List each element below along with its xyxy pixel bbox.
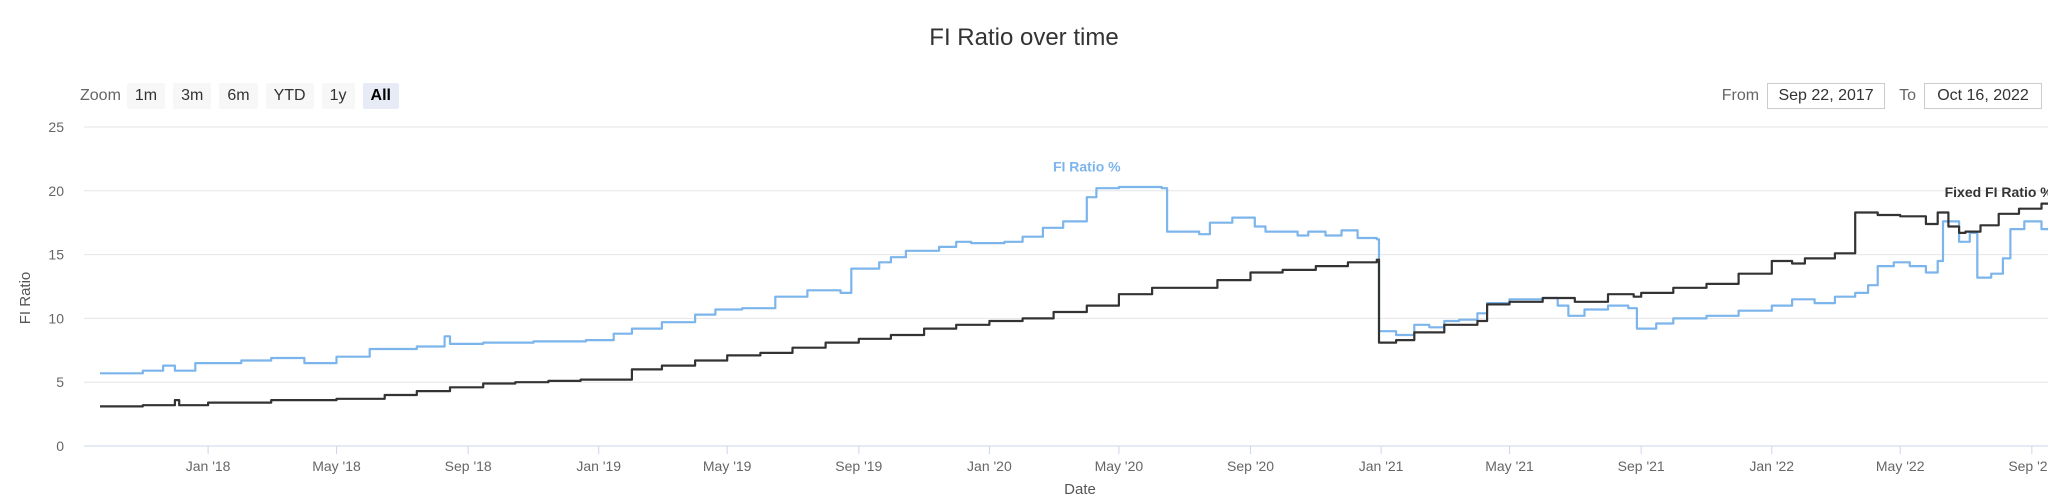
chart-title: FI Ratio over time [929,24,1119,51]
zoom-bar: Zoom 1m 3m 6m YTD 1y All [80,82,407,110]
y-tick-label: 5 [56,374,64,390]
from-date-input[interactable] [1767,83,1886,109]
x-tick-label: Sep '18 [445,458,492,474]
to-date-input[interactable] [1924,83,2042,109]
y-tick-label: 20 [48,183,64,199]
x-tick-label: Sep '22 [2008,458,2048,474]
grid-lines [84,126,2048,447]
series-label-fixed-fi-ratio: Fixed FI Ratio % [1945,184,2048,200]
x-tick-label: Jan '22 [1749,458,1794,474]
to-label: To [1899,87,1916,104]
x-tick-label: Jan '18 [186,458,231,474]
x-tick-label: May '20 [1095,458,1144,474]
y-tick-label: 25 [48,119,64,135]
series-labels: FI Ratio % Fixed FI Ratio % [1053,159,2048,201]
zoom-label: Zoom [80,87,121,104]
zoom-6m-button[interactable]: 6m [219,83,258,109]
zoom-3m-button[interactable]: 3m [173,83,212,109]
series-line-fixed-fi-ratio[interactable] [100,202,2048,408]
y-tick-label: 10 [48,310,64,326]
y-axis-title: FI Ratio [17,272,34,325]
from-label: From [1721,87,1760,104]
x-tick-label: May '21 [1485,458,1534,474]
x-tick-label: Sep '21 [1618,458,1665,474]
x-tick-label: May '18 [312,458,361,474]
x-axis-title: Date [1064,481,1096,498]
x-tick-label: Sep '19 [835,458,882,474]
x-tick-label: Sep '20 [1227,458,1274,474]
zoom-ytd-button[interactable]: YTD [265,83,314,109]
zoom-1y-button[interactable]: 1y [321,83,355,109]
series-lines [100,185,2048,408]
x-tick-label: Jan '19 [576,458,621,474]
y-axis-ticks: 0 5 10 15 20 25 [48,119,64,454]
x-axis-ticks: Jan '18 May '18 Sep '18 Jan '19 May '19 Sep '… [84,445,2048,474]
series-line-fi-ratio[interactable] [100,185,2048,375]
y-tick-label: 15 [48,247,64,263]
x-tick-label: May '22 [1876,458,1925,474]
x-tick-label: Jan '21 [1359,458,1404,474]
x-tick-label: May '19 [703,458,752,474]
zoom-1m-button[interactable]: 1m [126,83,166,109]
y-tick-label: 0 [56,438,64,454]
x-tick-label: Jan '20 [967,458,1012,474]
zoom-all-button[interactable]: All [362,83,399,109]
series-label-fi-ratio: FI Ratio % [1053,159,1121,175]
date-range-selector: From To [1722,82,2048,110]
